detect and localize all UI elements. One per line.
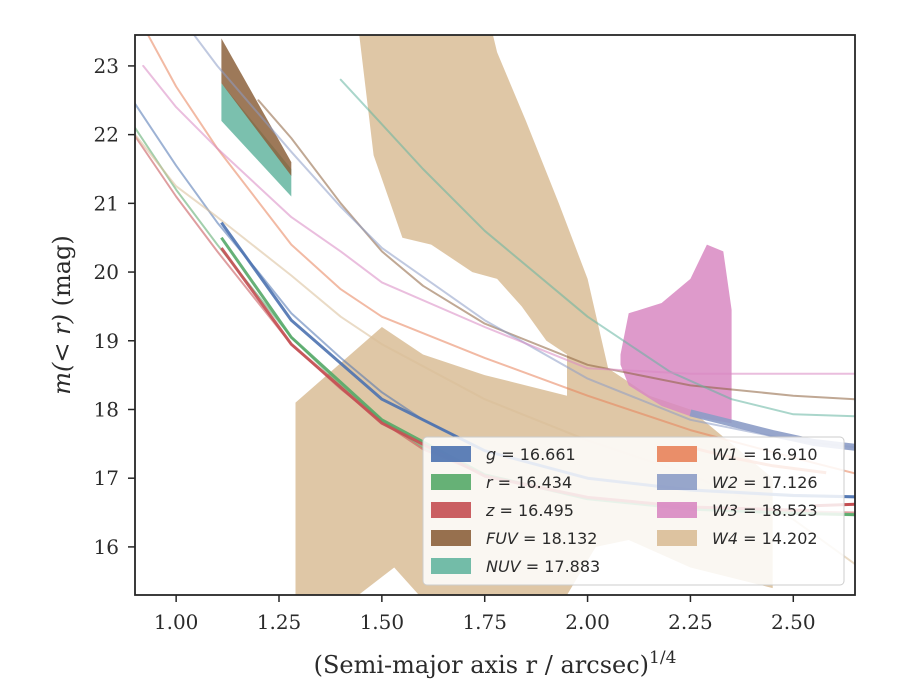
- fuv-uncertainty-band: [221, 38, 292, 176]
- x-tick-label: 2.25: [668, 610, 713, 634]
- fuv-model-curve: [257, 99, 855, 401]
- legend-swatch-g: [431, 446, 471, 462]
- legend-swatch-nuv: [431, 558, 471, 574]
- legend-swatch-w3: [657, 502, 697, 518]
- x-tick-label: 2.00: [565, 610, 610, 634]
- nuv-uncertainty-band: [221, 83, 292, 197]
- x-tick-label: 1.00: [154, 610, 199, 634]
- legend-swatch-w1: [657, 446, 697, 462]
- legend-swatch-fuv: [431, 530, 471, 546]
- legend-label-w4: W4 = 14.202: [712, 529, 818, 548]
- w2-model-curve: [192, 35, 855, 449]
- legend: g = 16.661 r = 16.434 z = 16.495 FUV = 18.1…: [422, 436, 845, 586]
- y-tick-label: 16: [94, 535, 119, 559]
- y-tick-label: 19: [94, 329, 119, 353]
- legend-swatch-w4: [657, 530, 697, 546]
- x-tick-label: 1.75: [462, 610, 507, 634]
- y-axis-label: m(< r) (mag): [48, 235, 76, 395]
- w3-model-curve: [142, 64, 855, 375]
- legend-swatch-w2: [657, 474, 697, 490]
- legend-swatch-z: [431, 502, 471, 518]
- axes: 1.00 1.25 1.50 1.75 2.00 2.25 2.50 16 17 18 19 20 21…: [48, 34, 856, 679]
- x-tick-label: 1.50: [360, 610, 405, 634]
- legend-label-z: z = 16.495: [485, 501, 574, 520]
- plot-frame: [134, 34, 856, 596]
- y-tick-label: 21: [94, 191, 119, 215]
- legend-swatch-r: [431, 474, 471, 490]
- legend-label-fuv: FUV = 18.132: [486, 529, 597, 548]
- legend-label-w2: W2 = 17.126: [712, 473, 818, 492]
- legend-label-w1: W1 = 16.910: [712, 445, 818, 464]
- y-tick-label: 18: [94, 397, 119, 421]
- nuv-model-curve: [339, 78, 855, 418]
- legend-label-w3: W3 = 18.523: [712, 501, 818, 520]
- y-tick-label: 20: [94, 260, 119, 284]
- x-tick-label: 2.50: [771, 610, 816, 634]
- legend-label-nuv: NUV = 17.883: [486, 557, 600, 576]
- x-axis-label: (Semi-major axis r / arcsec)1/4: [314, 648, 677, 679]
- legend-label-r: r = 16.434: [486, 473, 572, 492]
- y-tick-label: 22: [94, 123, 119, 147]
- y-tick-label: 23: [94, 54, 119, 78]
- legend-box: [422, 436, 845, 586]
- y-tick-label: 17: [94, 466, 119, 490]
- legend-label-g: g = 16.661: [486, 445, 576, 464]
- w3-uncertainty-band: [620, 244, 732, 424]
- x-tick-label: 1.25: [257, 610, 302, 634]
